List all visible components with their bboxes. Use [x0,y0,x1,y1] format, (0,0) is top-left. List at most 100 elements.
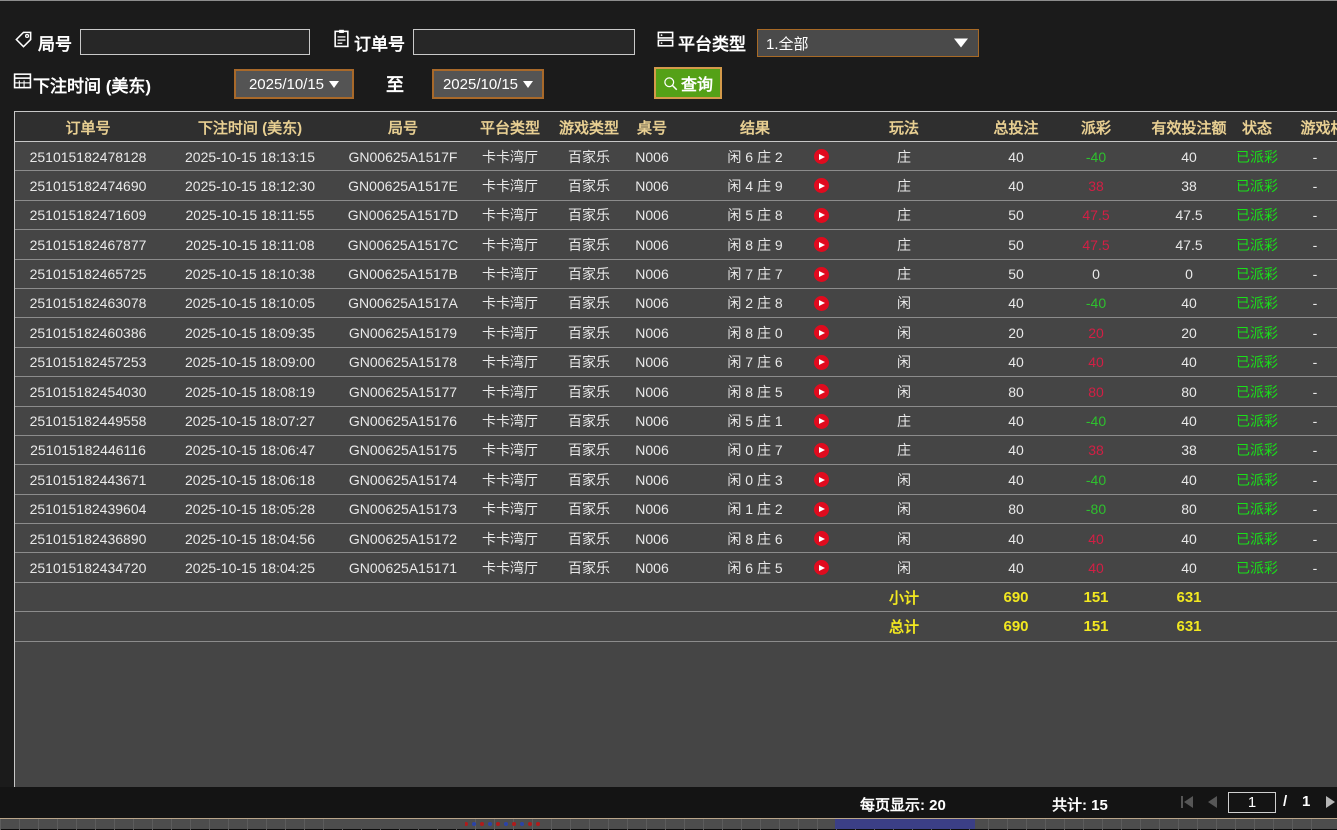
cell-play: 闲 [835,553,973,582]
roadmap-bead [480,822,484,826]
roadmap-gridline [114,819,115,830]
cell-status: 已派彩 [1221,171,1293,200]
platform-type-value: 1.全部 [766,33,809,54]
cell-round: GN00625A1517B [337,260,469,289]
cell-play: 闲 [835,377,973,406]
filter-toolbar: 局号 订单号 平台类型 1.全部 下注时间 (美 [0,1,1337,109]
roadmap-gridline [228,819,229,830]
roadmap-gridline [1235,819,1236,830]
cell-time: 2025-10-15 18:10:05 [163,289,337,318]
cell-play: 庄 [835,201,973,230]
cell-extra: - [1287,171,1337,200]
order-number-input[interactable] [413,29,635,55]
bet-time-label: 下注时间 (美东) [33,72,151,97]
cell-status: 已派彩 [1221,524,1293,553]
clipboard-icon [332,29,351,48]
search-button[interactable]: 查询 [654,67,722,99]
cell-bet: 40 [973,436,1059,465]
platform-type-label: 平台类型 [678,30,746,55]
roadmap-gridline [1159,819,1160,830]
roadmap-gridline [304,819,305,830]
table-empty-row [15,700,1337,729]
roadmap-gridline [1121,819,1122,830]
cell-status: 已派彩 [1221,142,1293,171]
cell-order: 251015182465725 [17,260,159,289]
cell-extra: - [1287,318,1337,347]
previous-page-button[interactable] [1208,796,1217,808]
date-from-picker[interactable]: 2025/10/15 [234,69,354,99]
column-header[interactable]: 局号 [337,112,469,142]
roadmap-gridline [323,819,324,830]
next-page-button[interactable] [1326,796,1335,808]
roadmap-gridline [1007,819,1008,830]
first-page-button[interactable] [1184,796,1193,808]
roadmap-gridline [133,819,134,830]
date-to-picker[interactable]: 2025/10/15 [432,69,544,99]
column-header[interactable]: 状态 [1221,112,1293,142]
cell-status: 已派彩 [1221,201,1293,230]
roadmap-gridline [190,819,191,830]
roadmap-gridline [1178,819,1179,830]
cell-play: 庄 [835,230,973,259]
column-header[interactable]: 结果 [655,112,855,142]
cell-round: GN00625A15177 [337,377,469,406]
play-icon [814,178,829,193]
cell-extra: - [1287,289,1337,318]
cell-order: 251015182460386 [17,318,159,347]
cell-platform: 卡卡湾厅 [471,377,549,406]
round-number-input[interactable] [80,29,310,55]
platform-type-select[interactable]: 1.全部 [757,29,979,57]
column-header[interactable]: 下注时间 (美东) [163,112,337,142]
roadmap-gridline [627,819,628,830]
cell-time: 2025-10-15 18:06:18 [163,465,337,494]
column-header[interactable]: 订单号 [17,112,159,142]
column-header[interactable]: 总投注 [973,112,1059,142]
cell-platform: 卡卡湾厅 [471,348,549,377]
column-header[interactable]: 玩法 [835,112,973,142]
cell-play: 闲 [835,465,973,494]
roadmap-gridline [19,819,20,830]
cell-order: 251015182471609 [17,201,159,230]
roadmap-bead [520,822,524,826]
play-icon [814,560,829,575]
cell-extra: - [1287,436,1337,465]
cell-bet: 50 [973,201,1059,230]
roadmap-gridline [95,819,96,830]
cell-play: 庄 [835,142,973,171]
roadmap-gridline [817,819,818,830]
cell-platform: 卡卡湾厅 [471,260,549,289]
cell-round: GN00625A15174 [337,465,469,494]
cell-play: 闲 [835,289,973,318]
summary-total-bet: 690 [973,612,1059,641]
cell-order: 251015182478128 [17,142,159,171]
page-separator: / [1283,793,1287,810]
roadmap-gridline [38,819,39,830]
cell-bet: 80 [973,495,1059,524]
roadmap-gridline [589,819,590,830]
play-icon [814,237,829,252]
column-header[interactable]: 游戏相 [1295,112,1337,142]
play-icon [814,355,829,370]
date-range-separator-label: 至 [386,71,404,97]
roadmap-gridline [0,819,1,830]
page-number-input[interactable] [1228,792,1276,813]
play-icon [814,414,829,429]
column-header[interactable]: 平台类型 [471,112,549,142]
cell-status: 已派彩 [1221,318,1293,347]
roadmap-gridline [665,819,666,830]
